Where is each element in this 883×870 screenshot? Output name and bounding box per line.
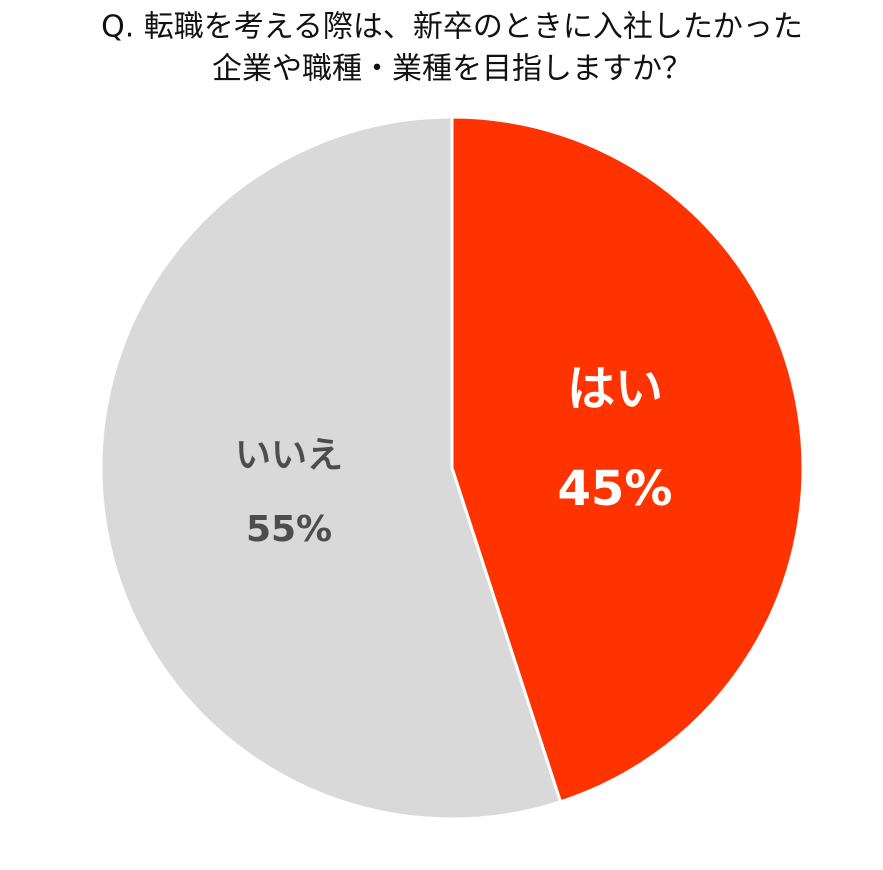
- slice-label: はい: [567, 361, 663, 417]
- pie-slice: [99, 115, 563, 821]
- slice-label: いいえ: [235, 435, 343, 476]
- value-label: 55%: [246, 509, 332, 550]
- pie-slice: [450, 115, 805, 804]
- chart-title: Q. 転職を考える際は、新卒のときに入社したかった: [101, 10, 803, 45]
- value-label: 45%: [558, 461, 673, 517]
- chart-title: 企業や職種・業種を目指しますか？: [212, 52, 692, 87]
